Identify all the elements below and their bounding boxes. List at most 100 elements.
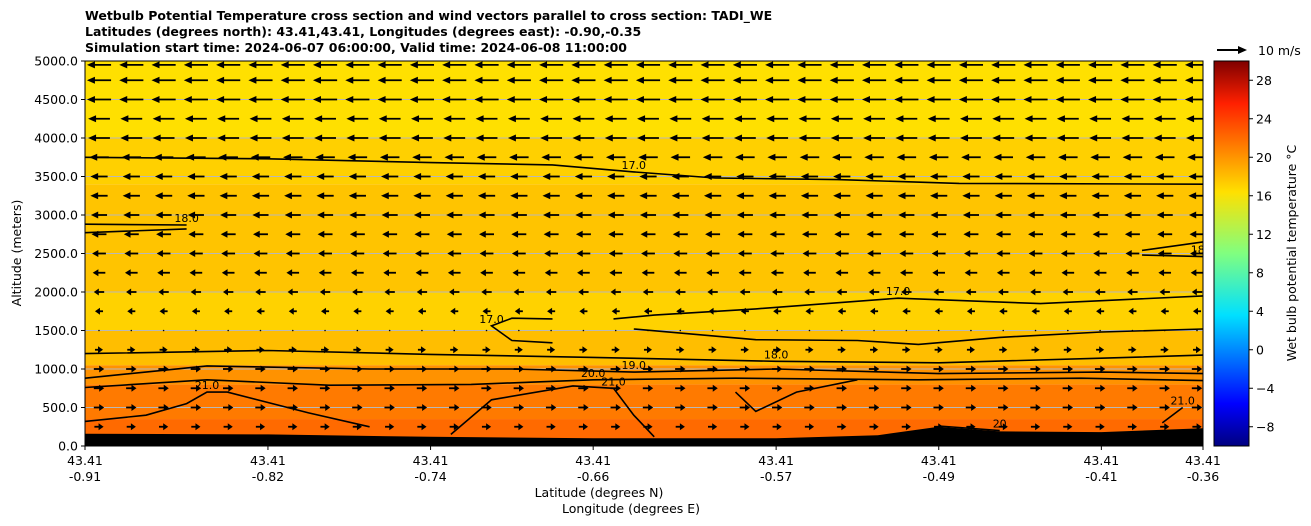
wind-vector-head [1089, 134, 1098, 142]
wind-vector [1188, 192, 1203, 200]
wind-vector-head [485, 346, 491, 354]
wind-vector [640, 230, 656, 238]
wind-vector [94, 307, 104, 315]
wind-vector-head [1028, 230, 1035, 238]
wind-vector [639, 211, 657, 219]
wind-vector [1128, 307, 1137, 315]
wind-vector-head [833, 192, 841, 200]
wind-vector [708, 346, 717, 354]
wind-vector-head [765, 61, 774, 69]
wind-vector-head [377, 76, 386, 84]
wind-vector [1023, 61, 1048, 69]
wind-vector [281, 115, 304, 123]
wind-vector [384, 384, 395, 392]
wind-vector-head [938, 423, 944, 431]
x-tick-lon: -0.49 [923, 469, 955, 484]
wind-vector [829, 96, 854, 103]
wind-vector [1121, 115, 1144, 123]
wind-vector [831, 153, 852, 161]
wind-vector-head [1121, 134, 1130, 142]
wind-vector [833, 192, 851, 200]
wind-vector-head [648, 384, 654, 392]
wind-vector-head [286, 269, 293, 277]
wind-vector [639, 192, 657, 200]
wind-vector-head [162, 346, 168, 354]
wind-vector [999, 307, 1008, 315]
wind-vector-head [668, 96, 677, 103]
wind-vector [287, 365, 298, 373]
wind-vector [162, 329, 165, 332]
wind-vector [122, 173, 140, 180]
wind-vector-head [413, 173, 422, 180]
wind-vector [1002, 329, 1005, 332]
wind-vector [1120, 76, 1145, 84]
wind-vector-head [154, 173, 163, 180]
wind-vector [933, 404, 944, 411]
wind-vector [708, 307, 717, 315]
wind-vector-head [607, 211, 615, 219]
wind-vector-head [938, 404, 944, 411]
wind-vector [1096, 307, 1105, 315]
wind-vector-head [183, 76, 192, 84]
wind-vector-head [348, 192, 357, 200]
wind-vector [126, 384, 137, 392]
colorbar-tick-label: 28 [1256, 73, 1272, 88]
wind-vector [1196, 329, 1198, 332]
wind-vector [840, 329, 843, 332]
wind-vector [92, 250, 106, 257]
wind-vector [186, 153, 206, 161]
wind-vector [675, 423, 685, 431]
wind-vector [445, 192, 463, 200]
wind-vector-head [995, 230, 1003, 238]
wind-vector-head [840, 346, 846, 354]
wind-vector [545, 365, 557, 373]
wind-vector-head [151, 61, 160, 69]
wind-vector-head [583, 365, 589, 373]
wind-vector [319, 384, 331, 392]
wind-vector [480, 269, 493, 277]
wind-vector [672, 230, 688, 238]
wind-vector [1062, 384, 1073, 392]
wind-vector [506, 61, 531, 69]
wind-vector-head [251, 192, 260, 200]
wind-vector-head [442, 61, 451, 69]
wind-vector-head [809, 423, 815, 431]
wind-vector [1092, 230, 1108, 238]
wind-vector-head [841, 384, 847, 392]
wind-vector [1188, 211, 1203, 219]
wind-vector [252, 211, 269, 219]
wind-vector-head [1154, 153, 1163, 161]
wind-vector-head [312, 61, 321, 69]
wind-vector-head [1063, 307, 1069, 315]
wind-vector-head [671, 192, 680, 200]
wind-vector-head [153, 153, 162, 161]
wind-vector [611, 423, 621, 431]
wind-vector [347, 153, 368, 161]
wind-vector [217, 115, 240, 123]
colorbar-tick-label: 24 [1256, 111, 1272, 126]
wind-vector-head [615, 384, 621, 392]
wind-vector [836, 404, 847, 411]
contour-line-3 [1141, 254, 1203, 258]
wind-vector [964, 250, 978, 257]
wind-vector [120, 134, 143, 142]
wind-vector-head [801, 230, 809, 238]
wind-vector-head [571, 96, 580, 103]
wind-vector-head [808, 346, 814, 354]
wind-vector-head [381, 173, 389, 180]
wind-vector-head [312, 96, 321, 103]
wind-vector-head [292, 384, 298, 392]
wind-vector [127, 307, 136, 315]
wind-vector-head [874, 365, 880, 373]
wind-vector [1091, 173, 1109, 180]
wind-vector-head [216, 96, 225, 103]
wind-key: 10 m/s [1217, 43, 1301, 58]
wind-vector [992, 115, 1015, 123]
wind-vector-head [926, 96, 935, 103]
wind-vector [544, 269, 558, 277]
wind-vector-head [152, 115, 161, 123]
wind-vector [256, 307, 265, 315]
wind-vector-head [738, 269, 745, 277]
wind-vector-head [1152, 76, 1161, 84]
wind-vector [126, 288, 137, 296]
